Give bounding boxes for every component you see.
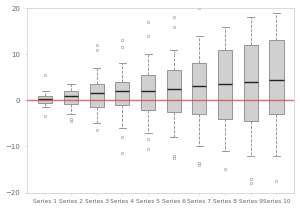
PathPatch shape — [269, 40, 284, 114]
PathPatch shape — [38, 96, 52, 103]
PathPatch shape — [244, 45, 258, 121]
PathPatch shape — [141, 75, 155, 109]
PathPatch shape — [218, 50, 232, 119]
PathPatch shape — [192, 63, 206, 114]
PathPatch shape — [90, 84, 104, 107]
PathPatch shape — [64, 91, 78, 104]
PathPatch shape — [115, 82, 130, 105]
PathPatch shape — [167, 70, 181, 112]
